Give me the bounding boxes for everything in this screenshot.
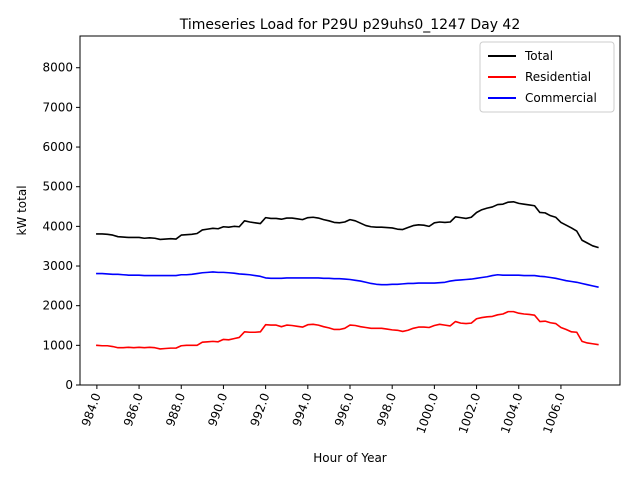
x-tick-label: 994.0 (290, 391, 315, 428)
x-axis-title: Hour of Year (313, 451, 387, 465)
x-tick-label: 990.0 (205, 391, 230, 428)
x-tick-label: 1006.0 (540, 391, 568, 435)
y-tick-label: 1000 (42, 338, 73, 352)
y-tick-label: 7000 (42, 100, 73, 114)
x-tick-label: 1002.0 (456, 391, 484, 435)
legend-label-commercial: Commercial (525, 91, 597, 105)
x-tick-label: 992.0 (248, 391, 273, 428)
y-tick-label: 2000 (42, 299, 73, 313)
x-tick-label: 986.0 (121, 391, 146, 428)
x-tick-label: 998.0 (374, 391, 399, 428)
x-tick-label: 1004.0 (498, 391, 526, 435)
plot-frame (79, 35, 621, 386)
y-tick-label: 8000 (42, 61, 73, 75)
y-tick-label: 0 (65, 378, 73, 392)
y-tick-label: 6000 (42, 140, 73, 154)
y-axis-title: kW total (15, 185, 29, 235)
legend-label-residential: Residential (525, 70, 591, 84)
y-tick-label: 3000 (42, 259, 73, 273)
series-line-residential (96, 310, 599, 350)
legend-box (479, 41, 615, 113)
chart-title: Timeseries Load for P29U p29uhs0_1247 Da… (179, 17, 521, 33)
y-tick-label: 5000 (42, 180, 73, 194)
x-tick-label: 988.0 (163, 391, 188, 428)
legend-label-total: Total (524, 49, 553, 63)
x-tick-label: 984.0 (79, 391, 104, 428)
series-layer (96, 200, 599, 350)
x-tick-label: 996.0 (332, 391, 357, 428)
x-tick-label: 1000.0 (414, 391, 442, 435)
legend: Total Residential Commercial (479, 41, 615, 113)
series-line-total (96, 200, 599, 249)
series-line-commercial (96, 271, 599, 288)
y-tick-label: 4000 (42, 219, 73, 233)
